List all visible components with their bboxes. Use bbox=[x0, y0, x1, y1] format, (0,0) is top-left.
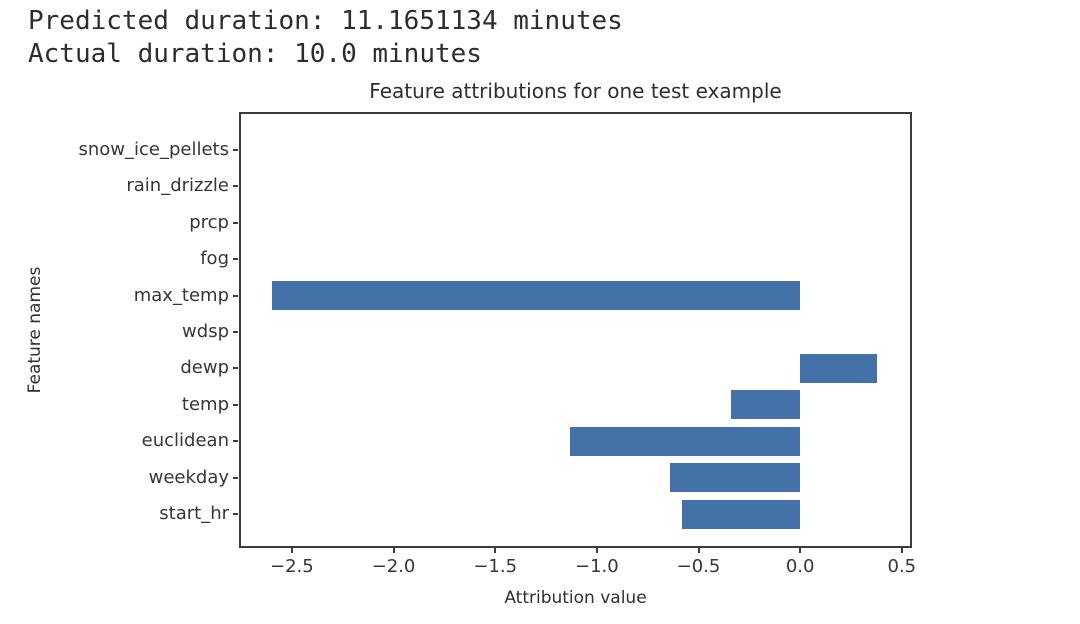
stdout-line-actual: Actual duration: 10.0 minutes bbox=[28, 39, 482, 69]
y-tick-mark bbox=[233, 221, 238, 224]
bar-temp bbox=[731, 390, 801, 420]
y-tick-mark bbox=[233, 258, 238, 261]
y-tick-mark bbox=[233, 149, 238, 151]
stdout-text: Predicted duration: 11.1651134 minutes A… bbox=[28, 5, 623, 71]
y-tick-label-fog: fog bbox=[200, 248, 229, 270]
x-tick-label--0.5: −0.5 bbox=[676, 556, 721, 577]
y-tick-mark bbox=[233, 367, 238, 370]
y-tick-label-wdsp: wdsp bbox=[182, 321, 229, 342]
y-axis-label: Feature names bbox=[25, 266, 45, 394]
y-tick-mark bbox=[233, 476, 238, 479]
x-tick-label--1: −1.0 bbox=[574, 556, 619, 577]
y-tick-label-prcp: prcp bbox=[189, 211, 229, 233]
x-tick-mark bbox=[697, 548, 700, 553]
x-tick-mark bbox=[392, 548, 395, 553]
x-tick-label-0.5: 0.5 bbox=[887, 556, 917, 577]
y-tick-label-max_temp: max_temp bbox=[133, 284, 229, 306]
y-tick-mark bbox=[233, 513, 238, 515]
bar-dewp bbox=[800, 353, 878, 383]
x-tick-label--1.5: −1.5 bbox=[473, 556, 518, 577]
y-tick-label-snow_ice_pellets: snow_ice_pellets bbox=[78, 139, 229, 160]
y-tick-mark bbox=[233, 185, 238, 188]
chart-title: Feature attributions for one test exampl… bbox=[369, 79, 782, 103]
y-tick-label-temp: temp bbox=[181, 393, 229, 415]
x-tick-label--2: −2.0 bbox=[371, 556, 416, 577]
bar-max_temp bbox=[271, 281, 801, 311]
bar-euclidean bbox=[570, 426, 801, 456]
stdout-line-predicted: Predicted duration: 11.1651134 minutes bbox=[28, 6, 623, 36]
x-tick-mark bbox=[595, 548, 598, 553]
y-tick-label-weekday: weekday bbox=[148, 466, 229, 488]
y-tick-label-start_hr: start_hr bbox=[159, 503, 229, 524]
x-tick-mark bbox=[900, 548, 903, 553]
y-tick-label-euclidean: euclidean bbox=[141, 430, 229, 452]
y-tick-label-rain_drizzle: rain_drizzle bbox=[126, 175, 229, 197]
bar-weekday bbox=[670, 463, 801, 493]
y-tick-mark bbox=[233, 331, 238, 333]
y-tick-mark bbox=[233, 440, 238, 443]
x-axis-label: Attribution value bbox=[504, 588, 647, 608]
x-tick-mark bbox=[494, 548, 497, 553]
plot-area bbox=[239, 112, 912, 548]
x-tick-label-0: 0.0 bbox=[785, 556, 815, 577]
x-tick-mark bbox=[290, 548, 293, 553]
y-tick-mark bbox=[233, 294, 238, 297]
bar-start_hr bbox=[682, 499, 801, 529]
x-tick-label--2.5: −2.5 bbox=[270, 556, 314, 577]
y-tick-mark bbox=[233, 403, 238, 406]
y-tick-label-dewp: dewp bbox=[180, 357, 229, 379]
x-tick-mark bbox=[799, 548, 802, 553]
